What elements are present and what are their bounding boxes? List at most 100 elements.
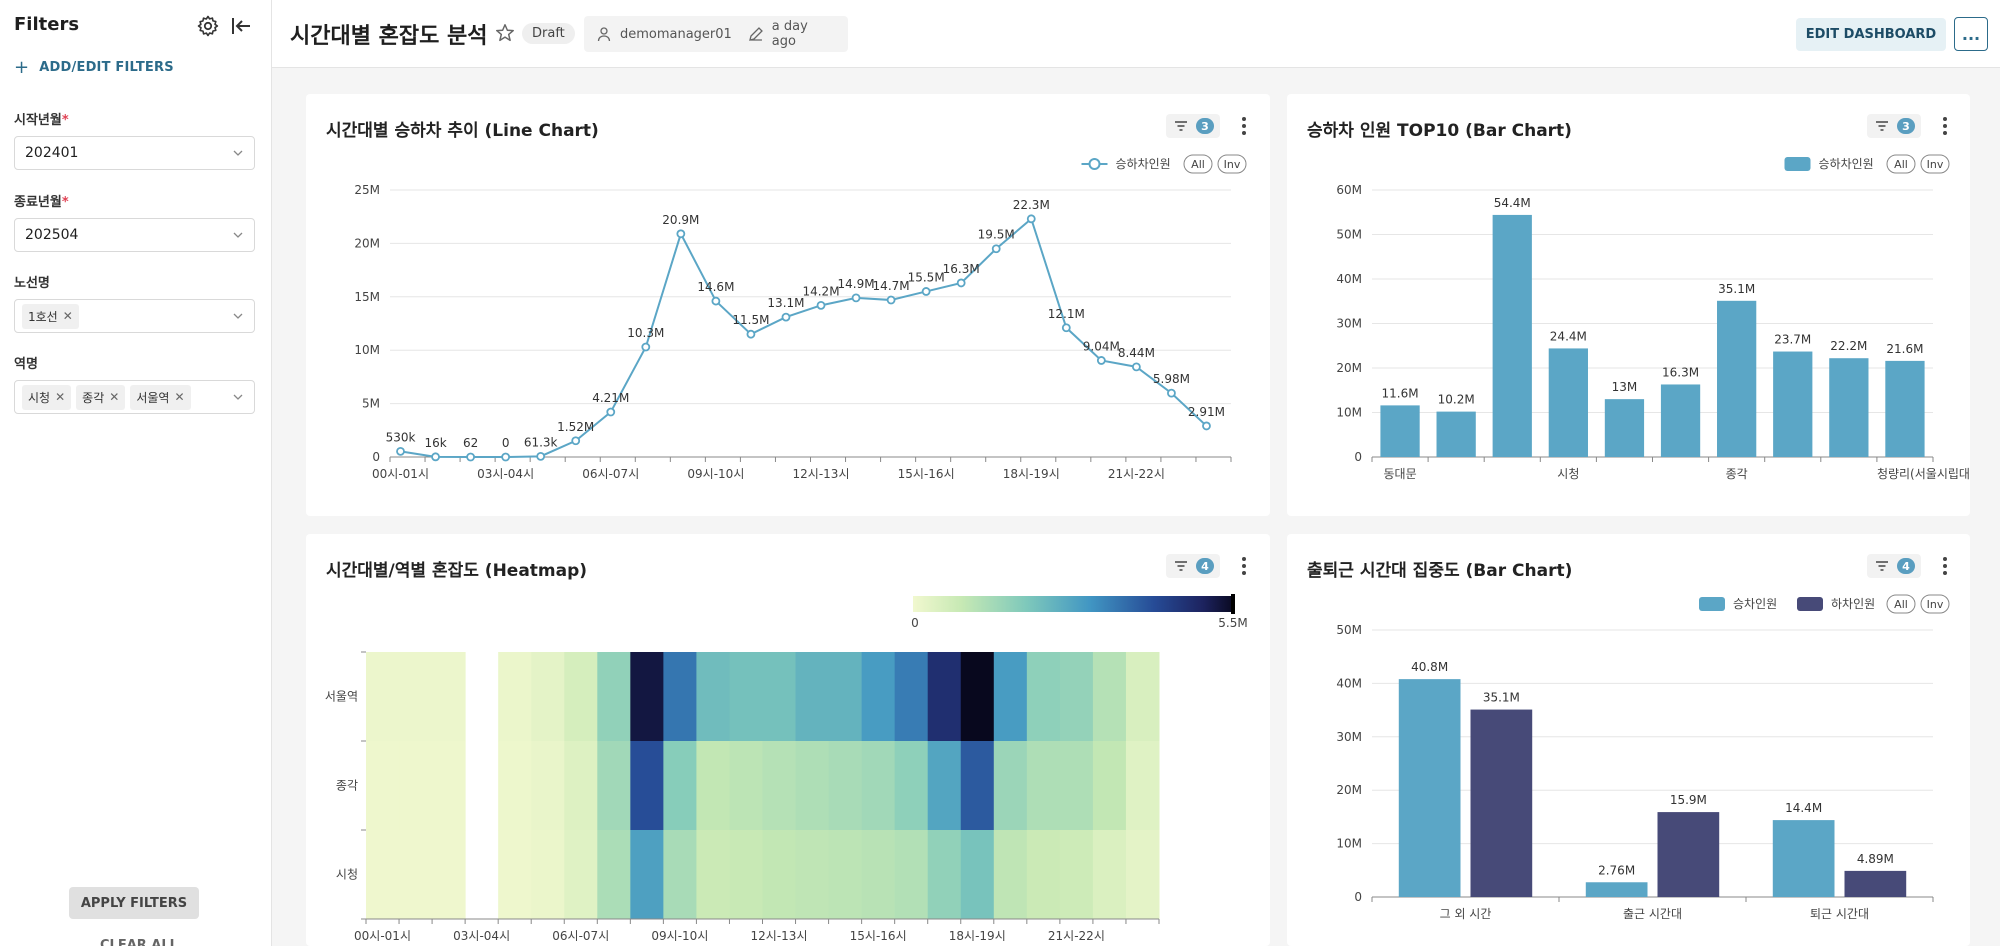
data-label: 22.2M [1830, 339, 1867, 353]
gear-icon[interactable] [196, 14, 220, 38]
station-select[interactable]: 시청 ✕ 종각 ✕ 서울역 ✕ [14, 380, 255, 414]
x-tick-label: 15시-16시 [850, 929, 907, 943]
legend-point-marker [1088, 158, 1101, 170]
data-point [536, 451, 546, 461]
edit-dashboard-button[interactable]: EDIT DASHBOARD [1796, 18, 1946, 51]
heatmap-cell [498, 830, 532, 920]
more-options-button[interactable]: ... [1954, 17, 1988, 51]
data-label: 20.9M [662, 213, 699, 227]
data-label: 10.2M [1438, 393, 1475, 407]
tag-remove-icon[interactable]: ✕ [62, 309, 73, 323]
filter-indicator[interactable]: 4 [1867, 554, 1921, 578]
filter-sidebar: Filters + ADD/EDIT FILTERS 시작년월* 202401 … [0, 0, 272, 946]
data-point [501, 452, 511, 462]
kebab-menu-icon[interactable] [1937, 554, 1953, 578]
data-label: 62 [463, 436, 478, 450]
heatmap-cell [762, 652, 797, 742]
legend-inv-label: Inv [1927, 158, 1944, 171]
heatmap-cell [531, 830, 565, 920]
heatmap-cell [1059, 652, 1094, 742]
heatmap-cell [630, 652, 664, 742]
add-edit-filters-button[interactable]: + ADD/EDIT FILTERS [14, 57, 174, 78]
clear-all-button[interactable]: CLEAR ALL [100, 938, 178, 946]
kebab-menu-icon[interactable] [1937, 114, 1953, 138]
x-tick-label: 출근 시간대 [1623, 907, 1682, 921]
tag-remove-icon[interactable]: ✕ [174, 390, 185, 404]
filter-indicator[interactable]: 4 [1166, 554, 1220, 578]
commute-bar-chart: 0 10M 20M 30M 40M 50M Inv All 하차인원 승차인원 40.8M 35.1M… [1336, 594, 1950, 921]
heatmap-cell [1026, 830, 1061, 920]
heatmap-cell [564, 830, 598, 920]
end-month-value: 202504 [25, 227, 79, 243]
data-point [956, 278, 966, 288]
data-label: 35.1M [1483, 691, 1520, 705]
data-label: 15.9M [1670, 793, 1707, 807]
line-chart-card: 시간대별 승하차 추이 (Line Chart) 3 0 5M 10M 15M 20M 2… [306, 94, 1270, 516]
bar [1470, 709, 1533, 897]
data-label: 14.2M [802, 284, 839, 298]
data-point [396, 446, 405, 456]
heatmap-cell [762, 830, 797, 920]
data-label: 4.21M [592, 391, 629, 405]
data-label: 21.6M [1886, 342, 1923, 356]
data-point [1167, 388, 1176, 398]
collapse-sidebar-icon[interactable] [229, 14, 253, 38]
apply-filters-button[interactable]: APPLY FILTERS [69, 887, 199, 919]
star-icon[interactable] [494, 22, 516, 44]
y-tick-label: 30M [1336, 317, 1362, 331]
filter-icon [1876, 561, 1888, 571]
tag-remove-icon[interactable]: ✕ [109, 390, 120, 404]
x-tick-label: 21시-22시 [1048, 929, 1105, 943]
x-tick-label: 09시-10시 [687, 467, 744, 481]
kebab-menu-icon[interactable] [1236, 114, 1252, 138]
heatmap-cell [663, 741, 697, 831]
bar [1660, 384, 1701, 457]
heatmap-cell [630, 830, 664, 920]
line-name-select[interactable]: 1호선 ✕ [14, 299, 255, 333]
card-title: 시간대별 승하차 추이 (Line Chart) [326, 121, 599, 141]
data-point [676, 229, 686, 239]
end-month-select[interactable]: 202504 [14, 218, 255, 252]
color-scale-handle [1231, 594, 1235, 614]
filter-indicator[interactable]: 3 [1166, 114, 1220, 138]
legend-swatch [1784, 157, 1811, 171]
data-point [1061, 323, 1071, 333]
data-label: 14.4M [1785, 801, 1822, 815]
x-tick-label: 00시-01시 [354, 929, 411, 943]
legend-all-button [1886, 594, 1916, 614]
y-tick-label: 시청 [336, 868, 358, 882]
x-tick-label: 12시-13시 [751, 929, 808, 943]
owner-name: demomanager01 [619, 26, 732, 42]
data-label: 8.44M [1118, 346, 1155, 360]
data-label: 54.4M [1494, 196, 1531, 210]
x-tick-label: 06시-07시 [552, 929, 609, 943]
x-tick-label: 18시-19시 [1003, 467, 1060, 481]
heatmap-cell [1125, 830, 1160, 920]
tag-remove-icon[interactable]: ✕ [55, 390, 66, 404]
bar [1492, 214, 1532, 457]
kebab-menu-icon[interactable] [1236, 554, 1252, 578]
y-tick-label: 서울역 [325, 690, 358, 704]
heatmap-cell [729, 741, 763, 831]
x-tick-label: 21시-22시 [1108, 467, 1165, 481]
data-label: 0 [502, 436, 510, 450]
data-label: 15.5M [908, 270, 945, 284]
heatmap-cell [1125, 741, 1160, 831]
y-tick-label: 20M [1336, 361, 1362, 375]
y-tick-label: 50M [1336, 228, 1362, 242]
scale-min-label: 0 [911, 616, 919, 630]
heatmap-cell [894, 652, 929, 742]
chevron-down-icon [233, 313, 243, 319]
legend-all-button [1183, 154, 1213, 174]
data-label: 13M [1612, 380, 1638, 394]
bar [1548, 348, 1588, 457]
heatmap-cell [432, 830, 466, 920]
y-tick-label: 40M [1336, 676, 1362, 690]
filter-indicator[interactable]: 3 [1867, 114, 1921, 138]
data-point [816, 300, 826, 310]
start-month-select[interactable]: 202401 [14, 136, 255, 170]
tag-station-2: 종각 ✕ [76, 384, 126, 410]
filter-count: 4 [1897, 558, 1915, 574]
dashboard-meta: demomanager01 a day ago [584, 16, 848, 52]
